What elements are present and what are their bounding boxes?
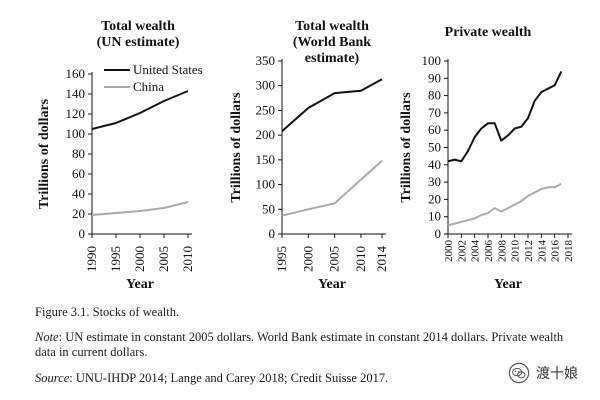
figure-source: Source: UNU-IHDP 2014; Lange and Carey 2… bbox=[35, 371, 455, 386]
y-tick-label: 60 bbox=[72, 166, 85, 181]
x-tick-label: 2010 bbox=[353, 246, 368, 272]
y-tick-label: 120 bbox=[66, 106, 86, 121]
x-axis-label: Year bbox=[494, 277, 522, 292]
y-tick-label: 160 bbox=[66, 66, 86, 81]
chart-title-line: Private wealth bbox=[445, 25, 532, 40]
x-tick-label: 2005 bbox=[156, 246, 171, 272]
y-tick-label: 40 bbox=[428, 157, 441, 172]
y-tick-label: 20 bbox=[428, 191, 441, 206]
note-text: : UN estimate in constant 2005 dollars. … bbox=[35, 330, 564, 359]
figure-caption: Figure 3.1. Stocks of wealth. bbox=[35, 305, 180, 319]
y-tick-label: 10 bbox=[428, 209, 441, 224]
source-label: Source bbox=[35, 371, 70, 385]
y-tick-label: 100 bbox=[256, 177, 276, 192]
y-tick-label: 0 bbox=[435, 226, 442, 241]
source-text: : UNU-IHDP 2014; Lange and Carey 2018; C… bbox=[69, 371, 389, 385]
y-tick-label: 50 bbox=[428, 140, 441, 155]
chart-title-line: estimate) bbox=[305, 51, 360, 66]
series-line-united-states bbox=[447, 70, 563, 163]
x-tick-label: 2010 bbox=[180, 246, 195, 272]
y-tick-label: 70 bbox=[428, 105, 441, 120]
chart-title-line: (UN estimate) bbox=[97, 35, 180, 50]
figure-panels: Total wealth(UN estimate)020406080100120… bbox=[37, 19, 575, 292]
y-tick-label: 50 bbox=[262, 201, 275, 216]
y-tick-label: 250 bbox=[256, 102, 276, 117]
y-axis-label: Trillions of dollars bbox=[229, 92, 244, 203]
y-tick-label: 20 bbox=[72, 206, 85, 221]
series-line-china bbox=[281, 160, 383, 217]
wechat-icon bbox=[508, 362, 530, 384]
series-line-united-states bbox=[91, 90, 189, 130]
legend-label: United States bbox=[133, 62, 203, 77]
series-line-china bbox=[91, 201, 189, 216]
y-tick-label: 300 bbox=[256, 78, 276, 93]
x-tick-label: 2002 bbox=[456, 240, 468, 262]
x-tick-label: 2012 bbox=[523, 240, 535, 262]
series-line-united-states bbox=[281, 78, 383, 132]
x-tick-label: 2004 bbox=[470, 240, 482, 263]
watermark-text: 渡十娘 bbox=[536, 366, 578, 382]
figure-note: Note: UN estimate in constant 2005 dolla… bbox=[35, 330, 565, 360]
x-tick-label: 2000 bbox=[300, 246, 315, 272]
x-tick-label: 1990 bbox=[84, 246, 99, 272]
x-tick-label: 2006 bbox=[483, 240, 495, 263]
y-tick-label: 0 bbox=[79, 226, 86, 241]
x-tick-label: 2008 bbox=[496, 240, 508, 263]
legend-label: China bbox=[133, 79, 164, 94]
watermark: 渡十娘 bbox=[508, 362, 578, 384]
chart-panel-1: Total wealth(UN estimate) 0 20 40 60 80 100 120… bbox=[37, 19, 203, 292]
x-tick-label: 1995 bbox=[274, 246, 289, 272]
x-tick-label: 2014 bbox=[536, 240, 548, 263]
x-tick-label: 2016 bbox=[550, 240, 562, 263]
note-label: Note bbox=[35, 330, 59, 344]
x-tick-label: 2000 bbox=[132, 246, 147, 272]
y-tick-label: 80 bbox=[72, 146, 85, 161]
y-tick-label: 40 bbox=[72, 186, 85, 201]
x-tick-label: 2010 bbox=[510, 239, 522, 262]
x-axis-label: Year bbox=[126, 277, 154, 292]
y-axis-label: Trillions of dollars bbox=[399, 92, 414, 203]
y-tick-label: 200 bbox=[256, 127, 276, 142]
y-tick-label: 150 bbox=[256, 152, 276, 167]
y-tick-label: 100 bbox=[66, 126, 86, 141]
y-tick-label: 90 bbox=[428, 70, 441, 85]
y-tick-label: 80 bbox=[428, 88, 441, 103]
y-tick-label: 100 bbox=[422, 53, 442, 68]
chart-title-line: Total wealth bbox=[101, 19, 175, 34]
y-tick-label: 350 bbox=[256, 53, 276, 68]
x-axis-label: Year bbox=[318, 277, 346, 292]
y-axis-label: Trillions of dollars bbox=[37, 98, 52, 209]
y-tick-label: 30 bbox=[428, 174, 441, 189]
x-tick-label: 2005 bbox=[327, 246, 342, 272]
x-tick-label: 2014 bbox=[374, 246, 389, 273]
y-tick-label: 140 bbox=[66, 86, 86, 101]
y-tick-label: 60 bbox=[428, 122, 441, 137]
x-tick-label: 2018 bbox=[563, 240, 575, 263]
chart-title-line: Total wealth bbox=[295, 19, 369, 34]
chart-panel-3: Private wealth 0 10 20 30 40 50 60 70 80 90 100 2000… bbox=[399, 25, 575, 292]
y-tick-label: 0 bbox=[269, 226, 276, 241]
series-line-china bbox=[447, 182, 562, 227]
x-tick-label: 2000 bbox=[443, 240, 455, 263]
chart-title-line: (World Bank bbox=[293, 35, 371, 50]
x-tick-label: 1995 bbox=[108, 246, 123, 272]
